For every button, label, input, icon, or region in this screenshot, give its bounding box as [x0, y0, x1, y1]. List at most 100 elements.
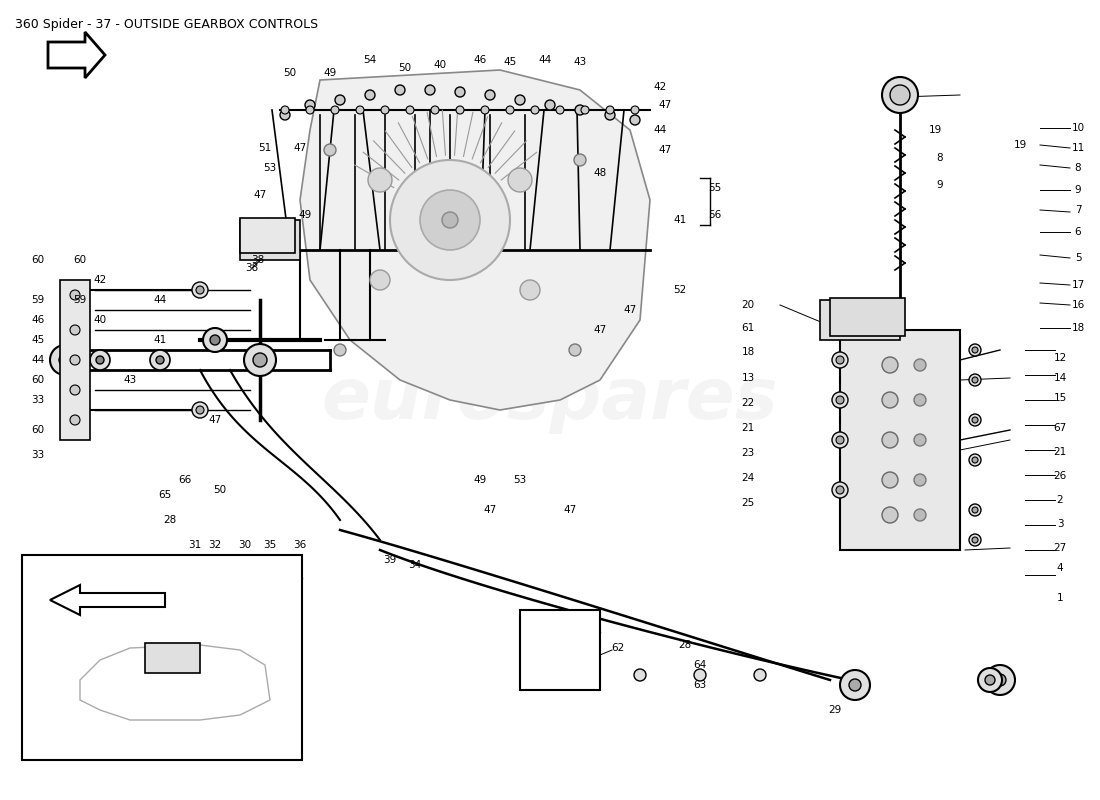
Text: 38: 38 — [244, 263, 258, 273]
Circle shape — [882, 432, 898, 448]
Circle shape — [381, 106, 389, 114]
Circle shape — [969, 374, 981, 386]
Circle shape — [914, 434, 926, 446]
Text: 28: 28 — [679, 640, 692, 650]
Circle shape — [575, 105, 585, 115]
Circle shape — [305, 100, 315, 110]
Circle shape — [984, 675, 996, 685]
Text: 11: 11 — [1071, 143, 1085, 153]
Circle shape — [370, 270, 390, 290]
Circle shape — [90, 350, 110, 370]
Text: 31: 31 — [188, 540, 201, 550]
Text: 43: 43 — [573, 57, 586, 67]
Circle shape — [876, 320, 888, 332]
Text: 15: 15 — [1054, 393, 1067, 403]
Circle shape — [836, 396, 844, 404]
Text: 60: 60 — [32, 255, 45, 265]
Circle shape — [336, 95, 345, 105]
Text: 52: 52 — [673, 285, 686, 295]
Circle shape — [832, 352, 848, 368]
Text: 37: 37 — [244, 230, 258, 240]
Circle shape — [984, 665, 1015, 695]
Circle shape — [50, 345, 80, 375]
Circle shape — [882, 357, 898, 373]
Circle shape — [871, 316, 879, 324]
Circle shape — [832, 392, 848, 408]
FancyBboxPatch shape — [22, 555, 302, 760]
Text: 59: 59 — [74, 295, 87, 305]
Circle shape — [196, 286, 204, 294]
Text: 62: 62 — [612, 643, 625, 653]
Text: 50: 50 — [284, 68, 297, 78]
Circle shape — [540, 646, 580, 686]
Circle shape — [830, 316, 839, 324]
Circle shape — [605, 110, 615, 120]
Text: 12: 12 — [1054, 353, 1067, 363]
Circle shape — [606, 106, 614, 114]
Circle shape — [969, 454, 981, 466]
Circle shape — [168, 652, 176, 660]
Circle shape — [994, 674, 1006, 686]
Circle shape — [59, 354, 72, 366]
Text: 29: 29 — [828, 705, 842, 715]
Circle shape — [914, 394, 926, 406]
Text: 2: 2 — [1057, 495, 1064, 505]
Text: 14: 14 — [1054, 373, 1067, 383]
Text: 39: 39 — [384, 555, 397, 565]
Text: 55: 55 — [708, 183, 722, 193]
Text: 60: 60 — [74, 255, 87, 265]
Text: eurospares: eurospares — [321, 366, 779, 434]
Text: 6: 6 — [1075, 227, 1081, 237]
Circle shape — [420, 190, 480, 250]
Circle shape — [406, 106, 414, 114]
Circle shape — [634, 669, 646, 681]
Text: 40: 40 — [433, 60, 447, 70]
Text: 42: 42 — [94, 275, 107, 285]
Polygon shape — [80, 645, 270, 720]
Text: 46: 46 — [32, 315, 45, 325]
Text: 59: 59 — [32, 295, 45, 305]
Text: 8: 8 — [1075, 163, 1081, 173]
Text: 51: 51 — [258, 143, 272, 153]
Text: 18: 18 — [1071, 323, 1085, 333]
Text: 49: 49 — [473, 475, 486, 485]
Text: 61: 61 — [741, 323, 755, 333]
Text: 43: 43 — [123, 375, 136, 385]
Text: 30: 30 — [239, 540, 252, 550]
Text: 44: 44 — [32, 355, 45, 365]
Circle shape — [754, 669, 766, 681]
Text: 47: 47 — [294, 143, 307, 153]
Circle shape — [914, 359, 926, 371]
Circle shape — [969, 534, 981, 546]
Circle shape — [972, 377, 978, 383]
Circle shape — [442, 212, 458, 228]
Circle shape — [481, 106, 490, 114]
Text: F1: F1 — [547, 615, 563, 629]
Circle shape — [890, 85, 910, 105]
Circle shape — [306, 106, 313, 114]
Text: 42: 42 — [653, 82, 667, 92]
Text: 49: 49 — [298, 210, 311, 220]
Text: 13: 13 — [741, 373, 755, 383]
Text: 53: 53 — [514, 475, 527, 485]
Text: 41: 41 — [153, 335, 166, 345]
Text: 16: 16 — [1071, 300, 1085, 310]
Text: 47: 47 — [659, 145, 672, 155]
Text: 20: 20 — [741, 300, 755, 310]
Circle shape — [832, 432, 848, 448]
Circle shape — [456, 106, 464, 114]
Text: 47: 47 — [208, 415, 221, 425]
Text: 46: 46 — [473, 55, 486, 65]
Circle shape — [969, 414, 981, 426]
Text: 37: 37 — [246, 225, 260, 235]
Circle shape — [836, 356, 844, 364]
Circle shape — [630, 115, 640, 125]
Text: 10: 10 — [1071, 123, 1085, 133]
Circle shape — [969, 504, 981, 516]
Polygon shape — [300, 70, 650, 410]
Circle shape — [196, 406, 204, 414]
Circle shape — [856, 320, 868, 332]
Circle shape — [849, 679, 861, 691]
Circle shape — [836, 436, 844, 444]
Circle shape — [882, 77, 918, 113]
